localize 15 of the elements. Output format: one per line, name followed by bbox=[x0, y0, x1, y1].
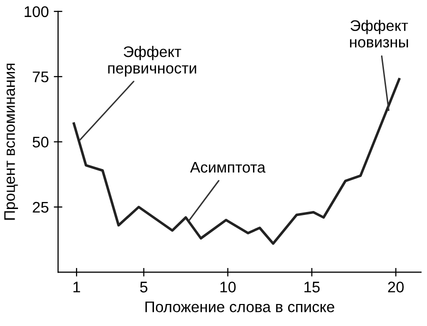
y-tick-label: 100 bbox=[24, 6, 48, 18]
x-tick-label: 20 bbox=[388, 282, 404, 292]
annotation: Эффект первичности bbox=[108, 46, 196, 77]
y-axis-title: Процент вспоминания bbox=[4, 64, 18, 220]
x-tick-label: 1 bbox=[73, 282, 80, 292]
x-tick-label: 10 bbox=[220, 282, 236, 292]
annotation: Эффект новизны bbox=[350, 20, 408, 48]
x-tick-label: 15 bbox=[304, 282, 320, 292]
y-tick-label: 75 bbox=[32, 72, 48, 82]
y-tick-label: 50 bbox=[32, 136, 48, 148]
y-tick-label: 25 bbox=[32, 202, 48, 213]
x-tick-label: 5 bbox=[140, 282, 148, 292]
x-axis-title: Положение слова в списке bbox=[145, 302, 334, 312]
annotation: Асимптота bbox=[190, 162, 266, 173]
line-series bbox=[72, 78, 400, 245]
